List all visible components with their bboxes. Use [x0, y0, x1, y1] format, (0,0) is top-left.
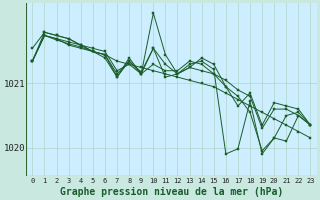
X-axis label: Graphe pression niveau de la mer (hPa): Graphe pression niveau de la mer (hPa)	[60, 186, 283, 197]
